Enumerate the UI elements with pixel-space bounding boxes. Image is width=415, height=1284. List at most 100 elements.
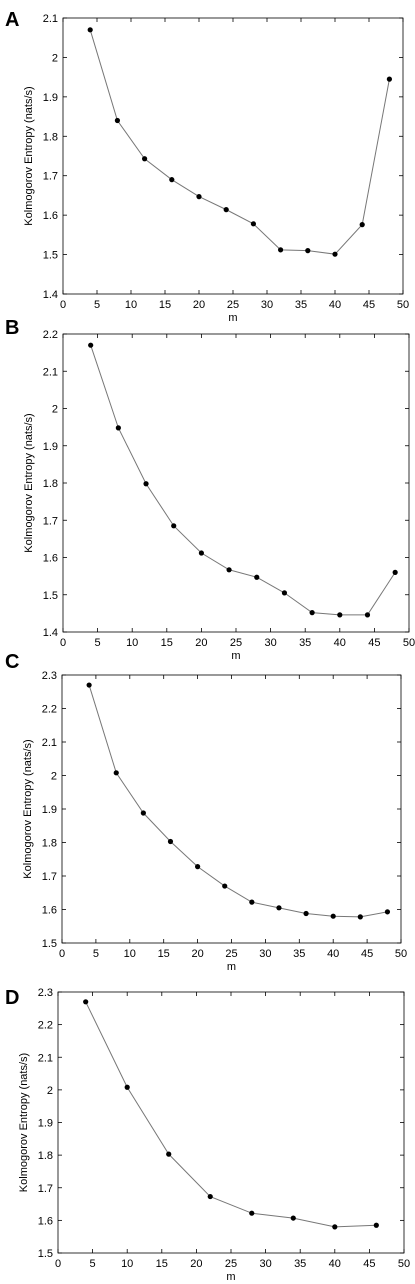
panel-a-y-axis-label: Kolmogorov Entropy (nats/s) (23, 86, 35, 225)
panel-c-data-point (195, 864, 201, 870)
panel-b-y-tick-label: 1.6 (43, 553, 58, 565)
panel-a-y-tick-label: 1.4 (43, 289, 58, 301)
panel-d-y-tick-label: 2.1 (38, 1052, 53, 1064)
panel-c-data-point (249, 899, 255, 905)
panel-d-data-point (83, 999, 89, 1005)
panel-a-x-tick-label: 30 (261, 299, 273, 311)
panel-c-x-tick-label: 5 (93, 948, 99, 960)
panel-d-data-point (332, 1224, 338, 1230)
panel-d-x-axis-label: m (226, 1271, 235, 1283)
panel-d-x-tick-label: 15 (156, 1258, 168, 1270)
panel-d-x-tick-label: 35 (294, 1258, 306, 1270)
panel-c-x-axis-label: m (227, 961, 236, 973)
panel-c-y-axis-label: Kolmogorov Entropy (nats/s) (22, 739, 34, 878)
panel-a-x-tick-label: 35 (295, 299, 307, 311)
panel-d-y-tick-label: 2.3 (38, 987, 53, 999)
panel-c-plot-frame (61, 674, 402, 944)
panel-c-y-tick-label: 2.3 (42, 670, 57, 682)
panel-b-data-point (254, 574, 260, 580)
panel-a-y-tick-label: 1.6 (43, 210, 58, 222)
panel-b-y-axis-label: Kolmogorov Entropy (nats/s) (23, 413, 35, 552)
panel-c-y-tick-label: 1.9 (42, 804, 57, 816)
panel-a-plot-frame (62, 17, 404, 295)
panel-a-x-tick-label: 20 (193, 299, 205, 311)
panel-c-x-tick-label: 15 (158, 948, 170, 960)
panel-b-data-point (364, 612, 371, 618)
panel-c-x-tick-label: 0 (59, 948, 65, 960)
panel-b-y-tick-label: 1.8 (43, 478, 58, 490)
panel-d-x-tick-label: 30 (259, 1258, 271, 1270)
panel-c-x-tick-label: 50 (395, 948, 407, 960)
panel-a-chart: 0 5 10 15 20 25 30 35 40 45 50 1.4 1.5 1.6 1.7 1.8 1.9 2 2… (23, 13, 409, 324)
panel-a-y-tick-label: 1.5 (43, 250, 58, 262)
panel-c-y-tick-label: 1.5 (42, 938, 57, 950)
panel-a-data-point (305, 248, 311, 254)
panel-c-data-point (222, 883, 228, 889)
panel-a-data-point (332, 251, 338, 257)
panel-c-data-point (86, 682, 92, 688)
panel-c-x-tick-label: 35 (293, 948, 305, 960)
panel-c-x-tick-label: 30 (259, 948, 271, 960)
panel-d-series-line (85, 1001, 377, 1228)
panel-a-data-point (142, 156, 148, 162)
panel-c-chart: 0 5 10 15 20 25 30 35 40 45 50 1.5 1.6 1.7 1.8 1.9 2 2.1 2… (22, 670, 407, 973)
panel-a-x-tick-label: 50 (397, 299, 409, 311)
panel-b-y-tick-label: 1.7 (43, 515, 58, 527)
panel-a-y-tick-label: 1.8 (43, 131, 58, 143)
panel-b-data-point (281, 590, 288, 596)
panel-c-data-point (357, 914, 363, 920)
panel-a-data-point (223, 207, 229, 213)
panel-c-data-point (384, 909, 391, 915)
panel-b-y-tick-label: 1.9 (43, 441, 58, 453)
panel-b-x-tick-label: 0 (60, 637, 66, 649)
panel-b-x-tick-label: 50 (403, 637, 415, 649)
panel-a-y-tick-label: 1.9 (43, 92, 58, 104)
panel-b-x-axis-label: m (231, 650, 240, 662)
panel-a-data-point (87, 27, 93, 33)
panel-a-data-point (250, 221, 256, 227)
panel-a-data-point (359, 222, 365, 228)
panel-b-data-point (115, 425, 121, 431)
panel-b-letter: B (5, 317, 20, 339)
panel-c-data-point (303, 910, 309, 917)
panel-b-data-point (143, 481, 149, 487)
panel-d-data-point (290, 1215, 296, 1221)
panel-b-chart: 0 5 10 15 20 25 30 35 40 45 50 1.4 1.5 1.6 1.7 1.8 1.9 2 2… (23, 329, 415, 662)
panel-a-y-tick-label: 2.1 (43, 13, 58, 25)
panel-d-plot-frame (57, 991, 405, 1254)
panel-a-data-point (196, 194, 202, 200)
panel-c-x-tick-label: 10 (124, 948, 136, 960)
panel-c-data-point (276, 905, 282, 911)
panel-b-data-point (392, 569, 398, 575)
panel-d-y-tick-label: 1.6 (38, 1215, 53, 1227)
panel-b-data-point (198, 550, 204, 556)
panel-c-y-tick-label: 1.8 (42, 838, 57, 850)
panel-b-data-point (309, 610, 315, 616)
panel-c-y-tick-label: 2 (51, 771, 57, 783)
panel-d-y-tick-label: 2.2 (38, 1020, 53, 1032)
panel-d-y-tick-label: 1.5 (38, 1248, 53, 1260)
panel-c-x-tick-label: 25 (225, 948, 237, 960)
panel-d-x-tick-label: 10 (121, 1258, 133, 1270)
panel-c-letter: C (5, 651, 20, 673)
panel-b-data-point (171, 523, 177, 529)
panel-c-x-tick-label: 45 (361, 948, 373, 960)
panel-d-letter: D (5, 987, 20, 1009)
panel-b-x-tick-label: 10 (126, 637, 138, 649)
panel-b-y-tick-label: 1.5 (43, 590, 58, 602)
panel-d-data-point (166, 1151, 172, 1157)
panel-d-y-tick-label: 2 (47, 1085, 53, 1097)
panel-a-data-point (278, 247, 284, 253)
panel-b-data-point (337, 612, 343, 618)
panel-a-x-tick-label: 25 (227, 299, 239, 311)
panel-c-data-point (167, 838, 174, 845)
panel-c-data-point (330, 913, 336, 919)
panel-b-y-tick-label: 1.4 (43, 627, 58, 639)
panel-c-data-point (113, 770, 119, 776)
panel-d-y-tick-label: 1.7 (38, 1183, 53, 1195)
panel-b-data-point (226, 567, 232, 573)
panel-a-x-tick-label: 10 (125, 299, 137, 311)
panel-c-series-line (88, 684, 388, 918)
panel-b-y-tick-label: 2.1 (43, 366, 58, 378)
panel-a-x-tick-label: 45 (363, 299, 375, 311)
